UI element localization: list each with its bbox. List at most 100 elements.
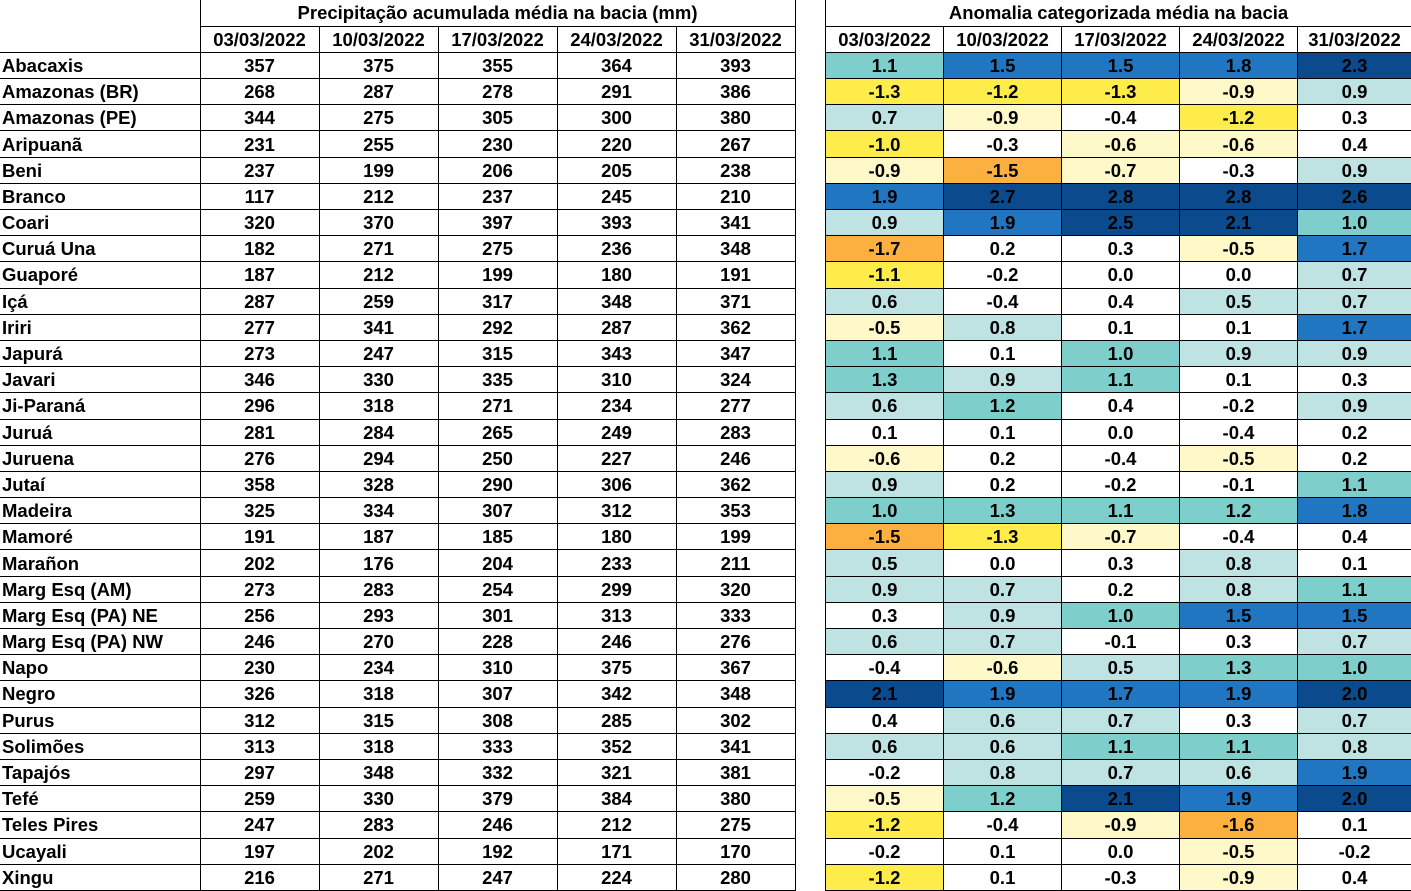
anomaly-title: Anomalia categorizada média na bacia <box>826 0 1411 26</box>
precip-value: 202 <box>319 838 438 864</box>
anomaly-value: -1.6 <box>1180 812 1298 838</box>
precip-value: 287 <box>200 288 319 314</box>
precip-value: 355 <box>438 52 557 78</box>
anomaly-value: 0.0 <box>1180 262 1298 288</box>
basin-name: Ucayali <box>0 838 200 864</box>
anomaly-value: 1.5 <box>1062 52 1180 78</box>
anomaly-value: -0.3 <box>1062 864 1180 890</box>
precip-value: 210 <box>676 183 795 209</box>
precip-value: 313 <box>557 602 676 628</box>
anomaly-value: 0.9 <box>826 210 944 236</box>
anomaly-value: -0.5 <box>826 314 944 340</box>
precip-date-header: 31/03/2022 <box>676 26 795 52</box>
precip-value: 283 <box>319 576 438 602</box>
precip-value: 250 <box>438 445 557 471</box>
precip-value: 227 <box>557 445 676 471</box>
precip-value: 330 <box>319 786 438 812</box>
anomaly-value: 2.8 <box>1062 183 1180 209</box>
precip-value: 199 <box>676 524 795 550</box>
precip-value: 325 <box>200 498 319 524</box>
precip-value: 348 <box>557 288 676 314</box>
precip-value: 312 <box>557 498 676 524</box>
precip-value: 187 <box>319 524 438 550</box>
anomaly-value: 0.7 <box>944 576 1062 602</box>
precip-value: 302 <box>676 707 795 733</box>
anomaly-value: 0.2 <box>944 471 1062 497</box>
precip-value: 206 <box>438 157 557 183</box>
basin-name: Marg Esq (AM) <box>0 576 200 602</box>
precip-value: 275 <box>676 812 795 838</box>
precip-value: 202 <box>200 550 319 576</box>
anomaly-value: -0.4 <box>1180 419 1298 445</box>
anomaly-value: -0.9 <box>1062 812 1180 838</box>
anomaly-value: 1.3 <box>944 498 1062 524</box>
anomaly-value: 1.2 <box>944 786 1062 812</box>
precip-value: 270 <box>319 629 438 655</box>
precip-value: 287 <box>319 79 438 105</box>
basin-name: Napo <box>0 655 200 681</box>
precip-value: 375 <box>557 655 676 681</box>
precip-value: 246 <box>557 629 676 655</box>
anomaly-value: 0.1 <box>826 419 944 445</box>
precip-value: 375 <box>319 52 438 78</box>
anomaly-value: 0.2 <box>1298 445 1411 471</box>
anomaly-value: -0.6 <box>1180 131 1298 157</box>
anomaly-value: 0.6 <box>944 733 1062 759</box>
anomaly-value: 0.3 <box>826 602 944 628</box>
anomaly-value: -0.4 <box>944 288 1062 314</box>
precip-value: 321 <box>557 759 676 785</box>
anomaly-value: 1.1 <box>826 340 944 366</box>
anomaly-value: 2.3 <box>1298 52 1411 78</box>
basin-name: Iriri <box>0 314 200 340</box>
precip-value: 277 <box>676 393 795 419</box>
anomaly-value: 1.8 <box>1180 52 1298 78</box>
anomaly-value: 1.5 <box>1180 602 1298 628</box>
anomaly-value: 1.0 <box>1062 602 1180 628</box>
precip-value: 371 <box>676 288 795 314</box>
anomaly-value: 0.3 <box>1298 105 1411 131</box>
anomaly-value: 1.0 <box>1298 655 1411 681</box>
precip-value: 297 <box>200 759 319 785</box>
anomaly-value: 0.3 <box>1180 629 1298 655</box>
anomaly-value: 0.3 <box>1062 550 1180 576</box>
anomaly-value: 0.7 <box>1298 629 1411 655</box>
precip-value: 211 <box>676 550 795 576</box>
anomaly-value: 1.0 <box>1062 340 1180 366</box>
anomaly-value: -1.3 <box>1062 79 1180 105</box>
anomaly-value: 1.1 <box>1298 471 1411 497</box>
anomaly-value: -1.0 <box>826 131 944 157</box>
basin-name: Juruena <box>0 445 200 471</box>
anomaly-value: -0.6 <box>826 445 944 471</box>
precip-value: 290 <box>438 471 557 497</box>
anomaly-value: -0.3 <box>1180 157 1298 183</box>
basin-name: Xingu <box>0 864 200 890</box>
anomaly-value: 2.1 <box>1062 786 1180 812</box>
anomaly-value: 1.9 <box>944 681 1062 707</box>
precip-value: 212 <box>557 812 676 838</box>
anomaly-value: 0.9 <box>826 576 944 602</box>
anomaly-value: -0.5 <box>1180 445 1298 471</box>
basin-name: Japurá <box>0 340 200 366</box>
anomaly-value: 0.1 <box>944 340 1062 366</box>
anomaly-value: -0.4 <box>826 655 944 681</box>
anomaly-value: -1.3 <box>826 79 944 105</box>
anomaly-value: 1.9 <box>1180 681 1298 707</box>
